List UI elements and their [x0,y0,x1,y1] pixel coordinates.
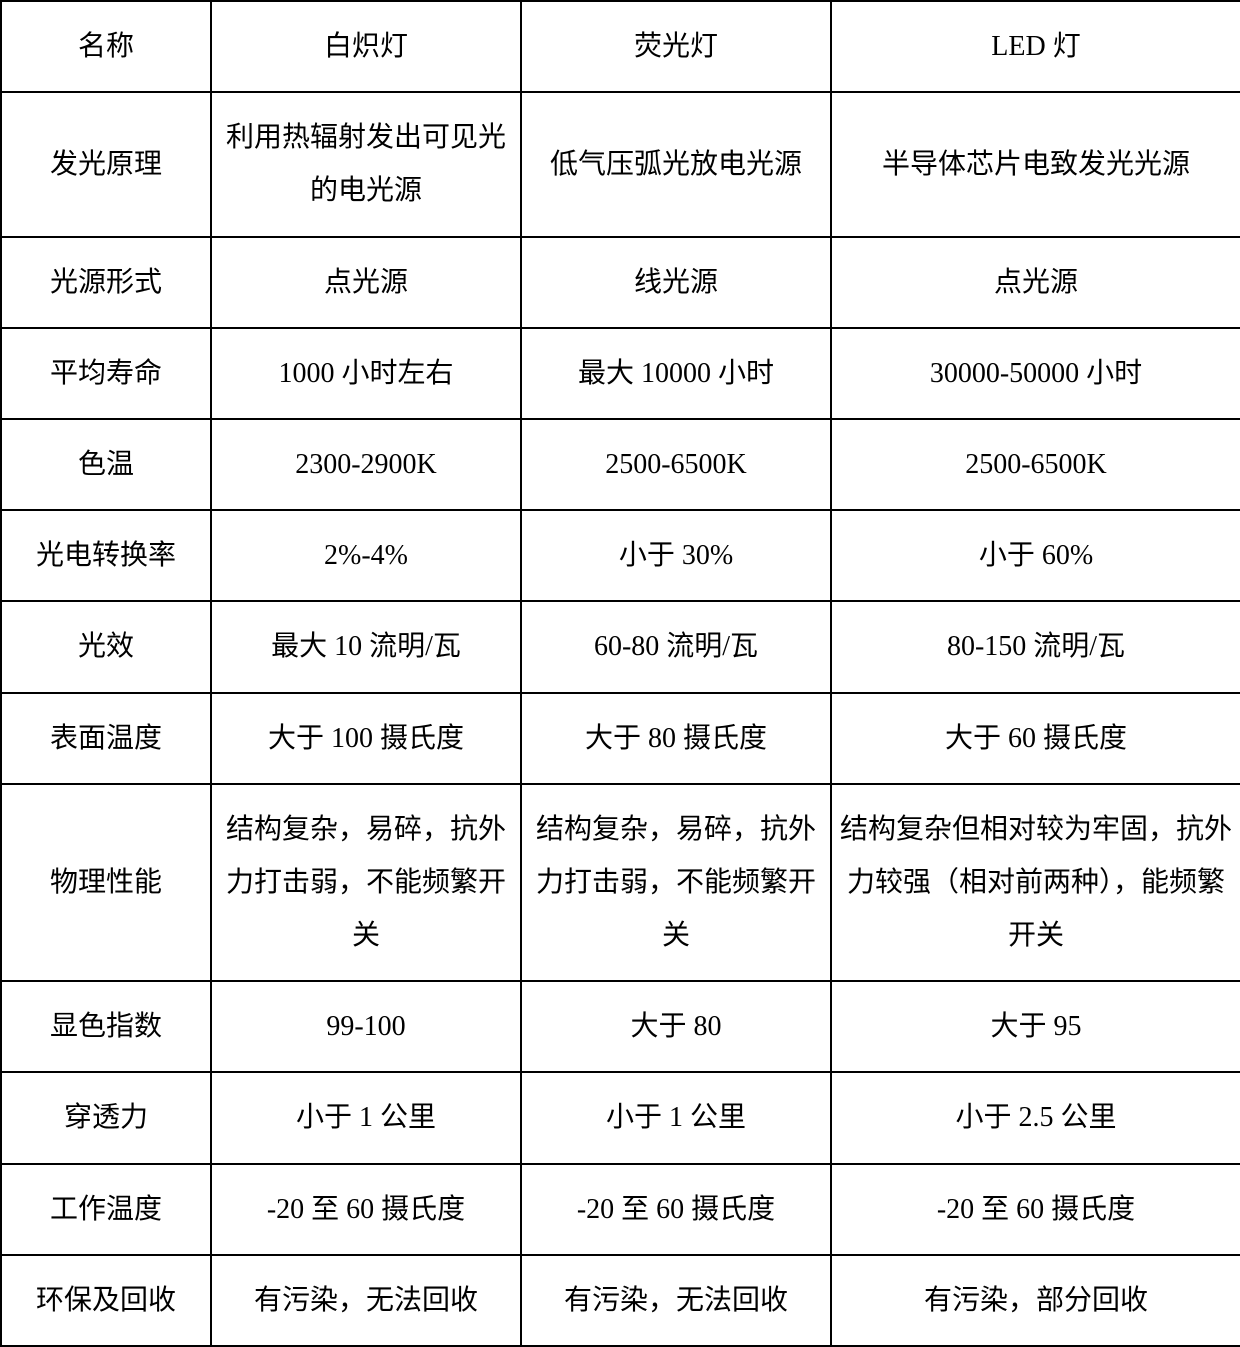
row-label: 工作温度 [1,1164,211,1255]
row-label: 平均寿命 [1,328,211,419]
cell-led: 30000-50000 小时 [831,328,1240,419]
table-row: 穿透力 小于 1 公里 小于 1 公里 小于 2.5 公里 [1,1072,1240,1163]
cell-led: 2500-6500K [831,419,1240,510]
table-row: 光电转换率 2%-4% 小于 30% 小于 60% [1,510,1240,601]
cell-led: 小于 60% [831,510,1240,601]
cell-fluorescent: 小于 1 公里 [521,1072,831,1163]
cell-fluorescent: 大于 80 摄氏度 [521,693,831,784]
row-label: 光源形式 [1,237,211,328]
cell-led: 点光源 [831,237,1240,328]
cell-fluorescent: 大于 80 [521,981,831,1072]
row-label: 光效 [1,601,211,692]
cell-incandescent: 1000 小时左右 [211,328,521,419]
cell-incandescent: 最大 10 流明/瓦 [211,601,521,692]
table-body: 名称 白炽灯 荧光灯 LED 灯 发光原理 利用热辐射发出可见光的电光源 低气压… [1,1,1240,1346]
row-label: 物理性能 [1,784,211,982]
table-row: 平均寿命 1000 小时左右 最大 10000 小时 30000-50000 小… [1,328,1240,419]
row-label: 色温 [1,419,211,510]
cell-fluorescent: 有污染，无法回收 [521,1255,831,1346]
cell-led: 大于 60 摄氏度 [831,693,1240,784]
cell-incandescent: 小于 1 公里 [211,1072,521,1163]
table-row: 物理性能 结构复杂，易碎，抗外力打击弱，不能频繁开关 结构复杂，易碎，抗外力打击… [1,784,1240,982]
cell-led: 小于 2.5 公里 [831,1072,1240,1163]
cell-incandescent: 点光源 [211,237,521,328]
cell-incandescent: 结构复杂，易碎，抗外力打击弱，不能频繁开关 [211,784,521,982]
cell-led: 80-150 流明/瓦 [831,601,1240,692]
cell-led: 有污染，部分回收 [831,1255,1240,1346]
table-row: 显色指数 99-100 大于 80 大于 95 [1,981,1240,1072]
cell-fluorescent: -20 至 60 摄氏度 [521,1164,831,1255]
cell-fluorescent: 2500-6500K [521,419,831,510]
cell-fluorescent: 线光源 [521,237,831,328]
cell-fluorescent: 结构复杂，易碎，抗外力打击弱，不能频繁开关 [521,784,831,982]
row-label: 环保及回收 [1,1255,211,1346]
row-label: 显色指数 [1,981,211,1072]
row-label: 穿透力 [1,1072,211,1163]
table-row: 工作温度 -20 至 60 摄氏度 -20 至 60 摄氏度 -20 至 60 … [1,1164,1240,1255]
cell-fluorescent: 荧光灯 [521,1,831,92]
cell-fluorescent: 低气压弧光放电光源 [521,92,831,236]
cell-fluorescent: 最大 10000 小时 [521,328,831,419]
cell-led: 半导体芯片电致发光光源 [831,92,1240,236]
table-row: 色温 2300-2900K 2500-6500K 2500-6500K [1,419,1240,510]
cell-incandescent: 2300-2900K [211,419,521,510]
table-row: 光源形式 点光源 线光源 点光源 [1,237,1240,328]
cell-fluorescent: 60-80 流明/瓦 [521,601,831,692]
table-row: 表面温度 大于 100 摄氏度 大于 80 摄氏度 大于 60 摄氏度 [1,693,1240,784]
row-label: 表面温度 [1,693,211,784]
row-label: 光电转换率 [1,510,211,601]
cell-incandescent: 利用热辐射发出可见光的电光源 [211,92,521,236]
row-label: 名称 [1,1,211,92]
table-row: 发光原理 利用热辐射发出可见光的电光源 低气压弧光放电光源 半导体芯片电致发光光… [1,92,1240,236]
comparison-table: 名称 白炽灯 荧光灯 LED 灯 发光原理 利用热辐射发出可见光的电光源 低气压… [0,0,1240,1347]
cell-incandescent: 大于 100 摄氏度 [211,693,521,784]
cell-led: 大于 95 [831,981,1240,1072]
row-label: 发光原理 [1,92,211,236]
table-row: 光效 最大 10 流明/瓦 60-80 流明/瓦 80-150 流明/瓦 [1,601,1240,692]
cell-fluorescent: 小于 30% [521,510,831,601]
cell-incandescent: 有污染，无法回收 [211,1255,521,1346]
cell-incandescent: 99-100 [211,981,521,1072]
cell-led: LED 灯 [831,1,1240,92]
cell-led: -20 至 60 摄氏度 [831,1164,1240,1255]
cell-incandescent: -20 至 60 摄氏度 [211,1164,521,1255]
cell-incandescent: 2%-4% [211,510,521,601]
cell-incandescent: 白炽灯 [211,1,521,92]
cell-led: 结构复杂但相对较为牢固，抗外力较强（相对前两种），能频繁开关 [831,784,1240,982]
table-row: 名称 白炽灯 荧光灯 LED 灯 [1,1,1240,92]
table-row: 环保及回收 有污染，无法回收 有污染，无法回收 有污染，部分回收 [1,1255,1240,1346]
